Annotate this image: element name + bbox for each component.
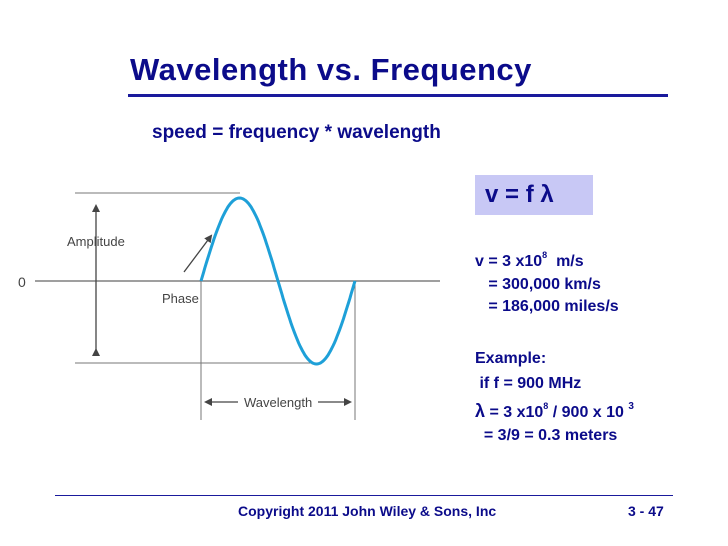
example-line-2: λ = 3 x108 / 900 x 10 3 [475, 401, 634, 421]
speed-line-3: = 186,000 miles/s [475, 298, 619, 315]
page-number: 3 - 47 [628, 503, 664, 519]
slide-title: Wavelength vs. Frequency [130, 52, 532, 87]
speed-line-2: = 300,000 km/s [475, 276, 601, 293]
example-line-3: = 3/9 = 0.3 meters [475, 427, 618, 444]
slide-subtitle: speed = frequency * wavelength [152, 122, 441, 143]
wavelength-label: Wavelength [244, 395, 312, 410]
zero-label: 0 [18, 274, 26, 290]
amplitude-label: Amplitude [67, 234, 125, 249]
sine-wave [199, 196, 357, 366]
footer-divider [55, 495, 673, 496]
phase-label: Phase [162, 291, 199, 306]
title-divider [128, 94, 668, 97]
example-heading: Example: [475, 350, 547, 367]
example-line-1: if f = 900 MHz [475, 375, 582, 392]
phase-arrow [183, 234, 213, 273]
formula-box: v = f λ [475, 175, 593, 215]
speed-line-1: v = 3 x108 m/s [475, 250, 584, 271]
copyright-text: Copyright 2011 John Wiley & Sons, Inc [238, 503, 497, 519]
